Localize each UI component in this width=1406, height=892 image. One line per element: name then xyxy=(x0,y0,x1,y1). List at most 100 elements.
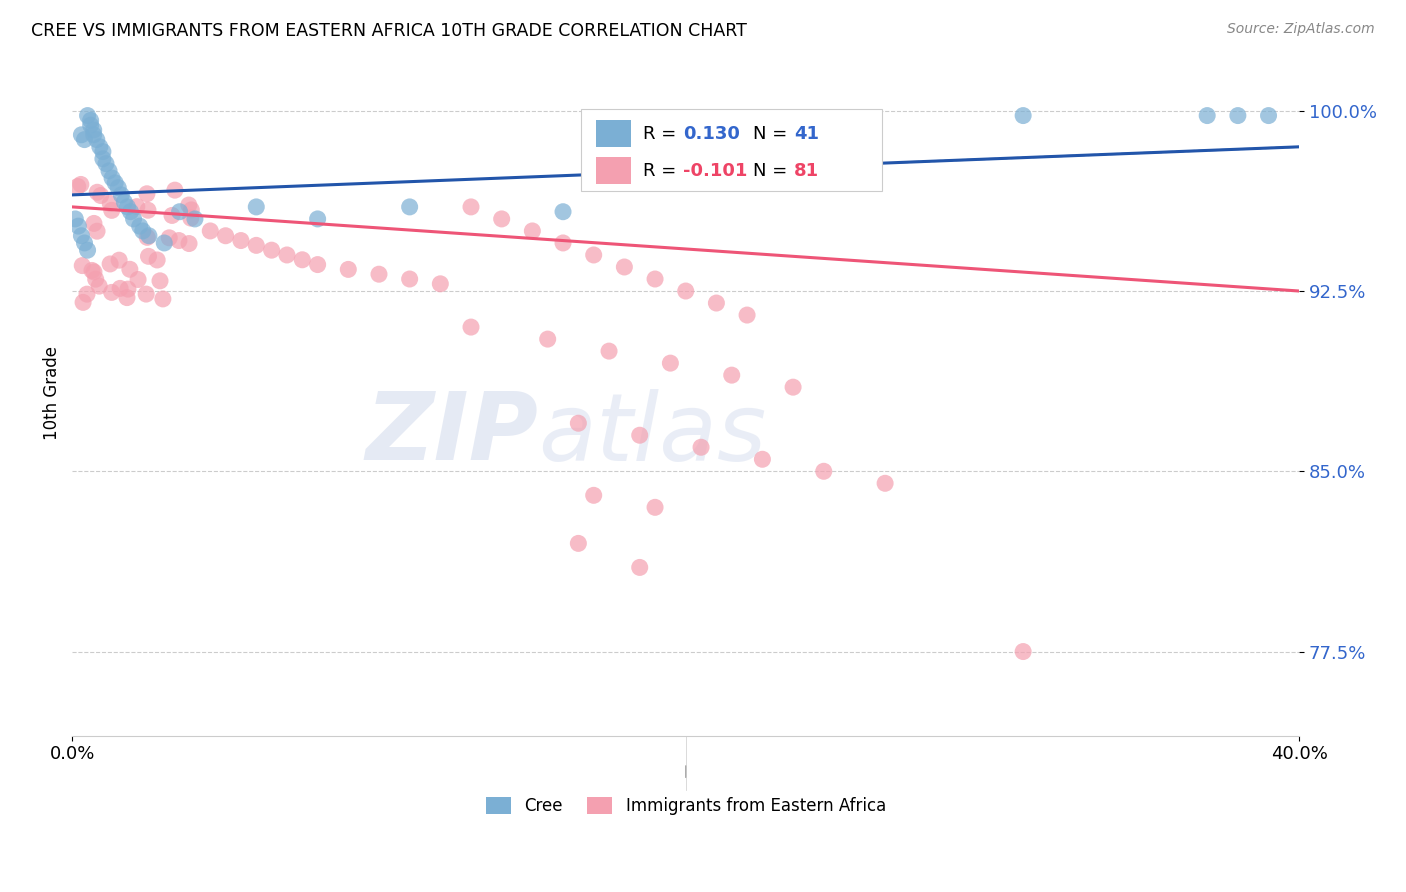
Point xyxy=(117,282,139,296)
Point xyxy=(180,211,202,226)
Point xyxy=(94,156,117,170)
Point xyxy=(83,128,105,142)
Point xyxy=(214,228,236,243)
Point xyxy=(73,133,96,147)
Text: R =: R = xyxy=(643,125,682,143)
Point xyxy=(460,320,482,334)
Bar xyxy=(582,109,882,191)
Point xyxy=(135,186,157,201)
Point xyxy=(136,203,159,218)
Text: -0.101: -0.101 xyxy=(683,161,748,179)
Point xyxy=(98,257,121,271)
Point xyxy=(101,171,124,186)
Point xyxy=(337,262,360,277)
Point xyxy=(70,128,93,142)
Point xyxy=(76,287,98,301)
Point xyxy=(1257,109,1279,123)
Point xyxy=(107,180,129,194)
Point xyxy=(100,285,122,300)
Point xyxy=(567,536,589,550)
Point xyxy=(644,272,666,286)
Point xyxy=(260,243,283,257)
Point xyxy=(177,236,200,251)
Point xyxy=(160,209,183,223)
Point xyxy=(522,224,544,238)
Legend: Cree, Immigrants from Eastern Africa: Cree, Immigrants from Eastern Africa xyxy=(477,789,894,823)
Point xyxy=(184,211,207,226)
Point xyxy=(491,211,513,226)
Point xyxy=(112,195,135,210)
Point xyxy=(368,267,391,281)
Point xyxy=(429,277,451,291)
Point xyxy=(76,243,98,257)
Point xyxy=(813,464,835,478)
Point xyxy=(690,440,713,454)
Point xyxy=(628,560,651,574)
Point xyxy=(180,202,202,217)
Point xyxy=(70,228,93,243)
Point xyxy=(79,113,101,128)
Point xyxy=(118,262,141,277)
Point xyxy=(138,249,160,263)
Text: R =: R = xyxy=(643,161,682,179)
Text: atlas: atlas xyxy=(538,389,766,480)
Point xyxy=(91,152,114,166)
Point xyxy=(291,252,314,267)
Point xyxy=(136,230,159,244)
Point xyxy=(108,253,131,268)
Point xyxy=(582,248,605,262)
Text: 81: 81 xyxy=(794,161,818,179)
Point xyxy=(551,204,574,219)
Point xyxy=(735,308,758,322)
Point xyxy=(1226,109,1249,123)
Point xyxy=(146,252,169,267)
Point xyxy=(828,164,851,178)
Text: 41: 41 xyxy=(794,125,818,143)
Y-axis label: 10th Grade: 10th Grade xyxy=(44,346,60,440)
Point xyxy=(100,203,122,218)
Point xyxy=(163,183,186,197)
Point xyxy=(307,258,329,272)
Point xyxy=(152,292,174,306)
Point xyxy=(567,416,589,430)
Point xyxy=(229,234,252,248)
Point xyxy=(675,284,697,298)
Point xyxy=(122,211,145,226)
Point xyxy=(67,219,90,234)
Point xyxy=(108,281,131,295)
Point xyxy=(1012,109,1035,123)
Point xyxy=(127,272,149,286)
Point xyxy=(245,238,267,252)
Point xyxy=(104,176,127,190)
Point xyxy=(1012,644,1035,658)
Point xyxy=(91,145,114,159)
Point xyxy=(120,204,142,219)
Point xyxy=(72,295,94,310)
Point xyxy=(125,200,148,214)
Point xyxy=(153,235,176,250)
Point xyxy=(307,211,329,226)
Point xyxy=(598,344,620,359)
Point xyxy=(245,200,267,214)
Point xyxy=(659,356,682,370)
Point xyxy=(398,272,420,286)
Point xyxy=(115,291,138,305)
Point xyxy=(782,380,804,394)
Point xyxy=(200,224,222,238)
Text: N =: N = xyxy=(754,125,793,143)
Point xyxy=(128,219,150,234)
Point xyxy=(138,228,160,243)
Point xyxy=(117,200,139,214)
Point xyxy=(875,476,897,491)
Point xyxy=(86,186,108,200)
Point xyxy=(70,259,93,273)
Point xyxy=(706,296,728,310)
Point xyxy=(720,368,742,383)
Point xyxy=(157,231,180,245)
Point xyxy=(169,204,191,219)
Point xyxy=(86,224,108,238)
Bar xyxy=(596,157,630,185)
Point xyxy=(90,188,112,202)
Point xyxy=(98,196,121,211)
Point xyxy=(613,260,636,274)
